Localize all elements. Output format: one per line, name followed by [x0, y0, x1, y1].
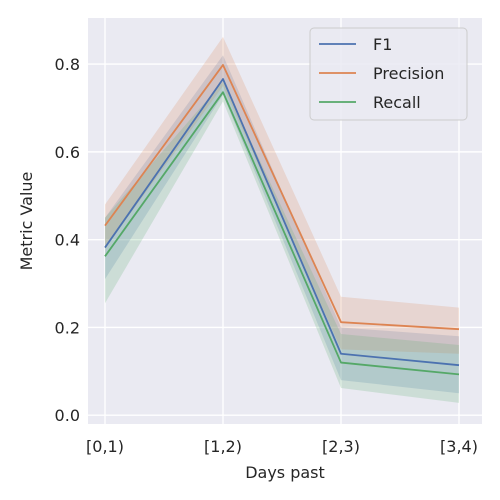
- x-tick-label: [3,4): [440, 437, 478, 456]
- y-tick-label: 0.6: [55, 143, 80, 162]
- legend-label: Precision: [373, 64, 444, 83]
- legend-label: F1: [373, 35, 392, 54]
- y-tick-label: 0.4: [55, 231, 80, 250]
- confidence-band: [105, 55, 459, 394]
- y-tick-label: 0.8: [55, 55, 80, 74]
- y-tick-label: 0.0: [55, 406, 80, 425]
- legend-label: Recall: [373, 93, 421, 112]
- confidence-band: [105, 81, 459, 403]
- y-tick-label: 0.2: [55, 318, 80, 337]
- x-tick-label: [0,1): [86, 437, 124, 456]
- series-lines: [104, 64, 460, 376]
- y-axis-label: Metric Value: [17, 172, 36, 271]
- series-line: [104, 64, 460, 331]
- x-tick-label: [2,3): [322, 437, 360, 456]
- y-tick-labels: 0.0 0.2 0.4 0.6 0.8: [55, 55, 80, 425]
- legend-box: [309, 27, 468, 121]
- x-tick-label: [1,2): [204, 437, 242, 456]
- legend: F1 Precision Recall: [309, 27, 468, 121]
- x-tick-labels: [0,1) [1,2) [2,3) [3,4): [86, 437, 478, 456]
- series-line: [104, 91, 460, 376]
- series-line: [104, 78, 460, 367]
- x-axis-label: Days past: [245, 463, 325, 482]
